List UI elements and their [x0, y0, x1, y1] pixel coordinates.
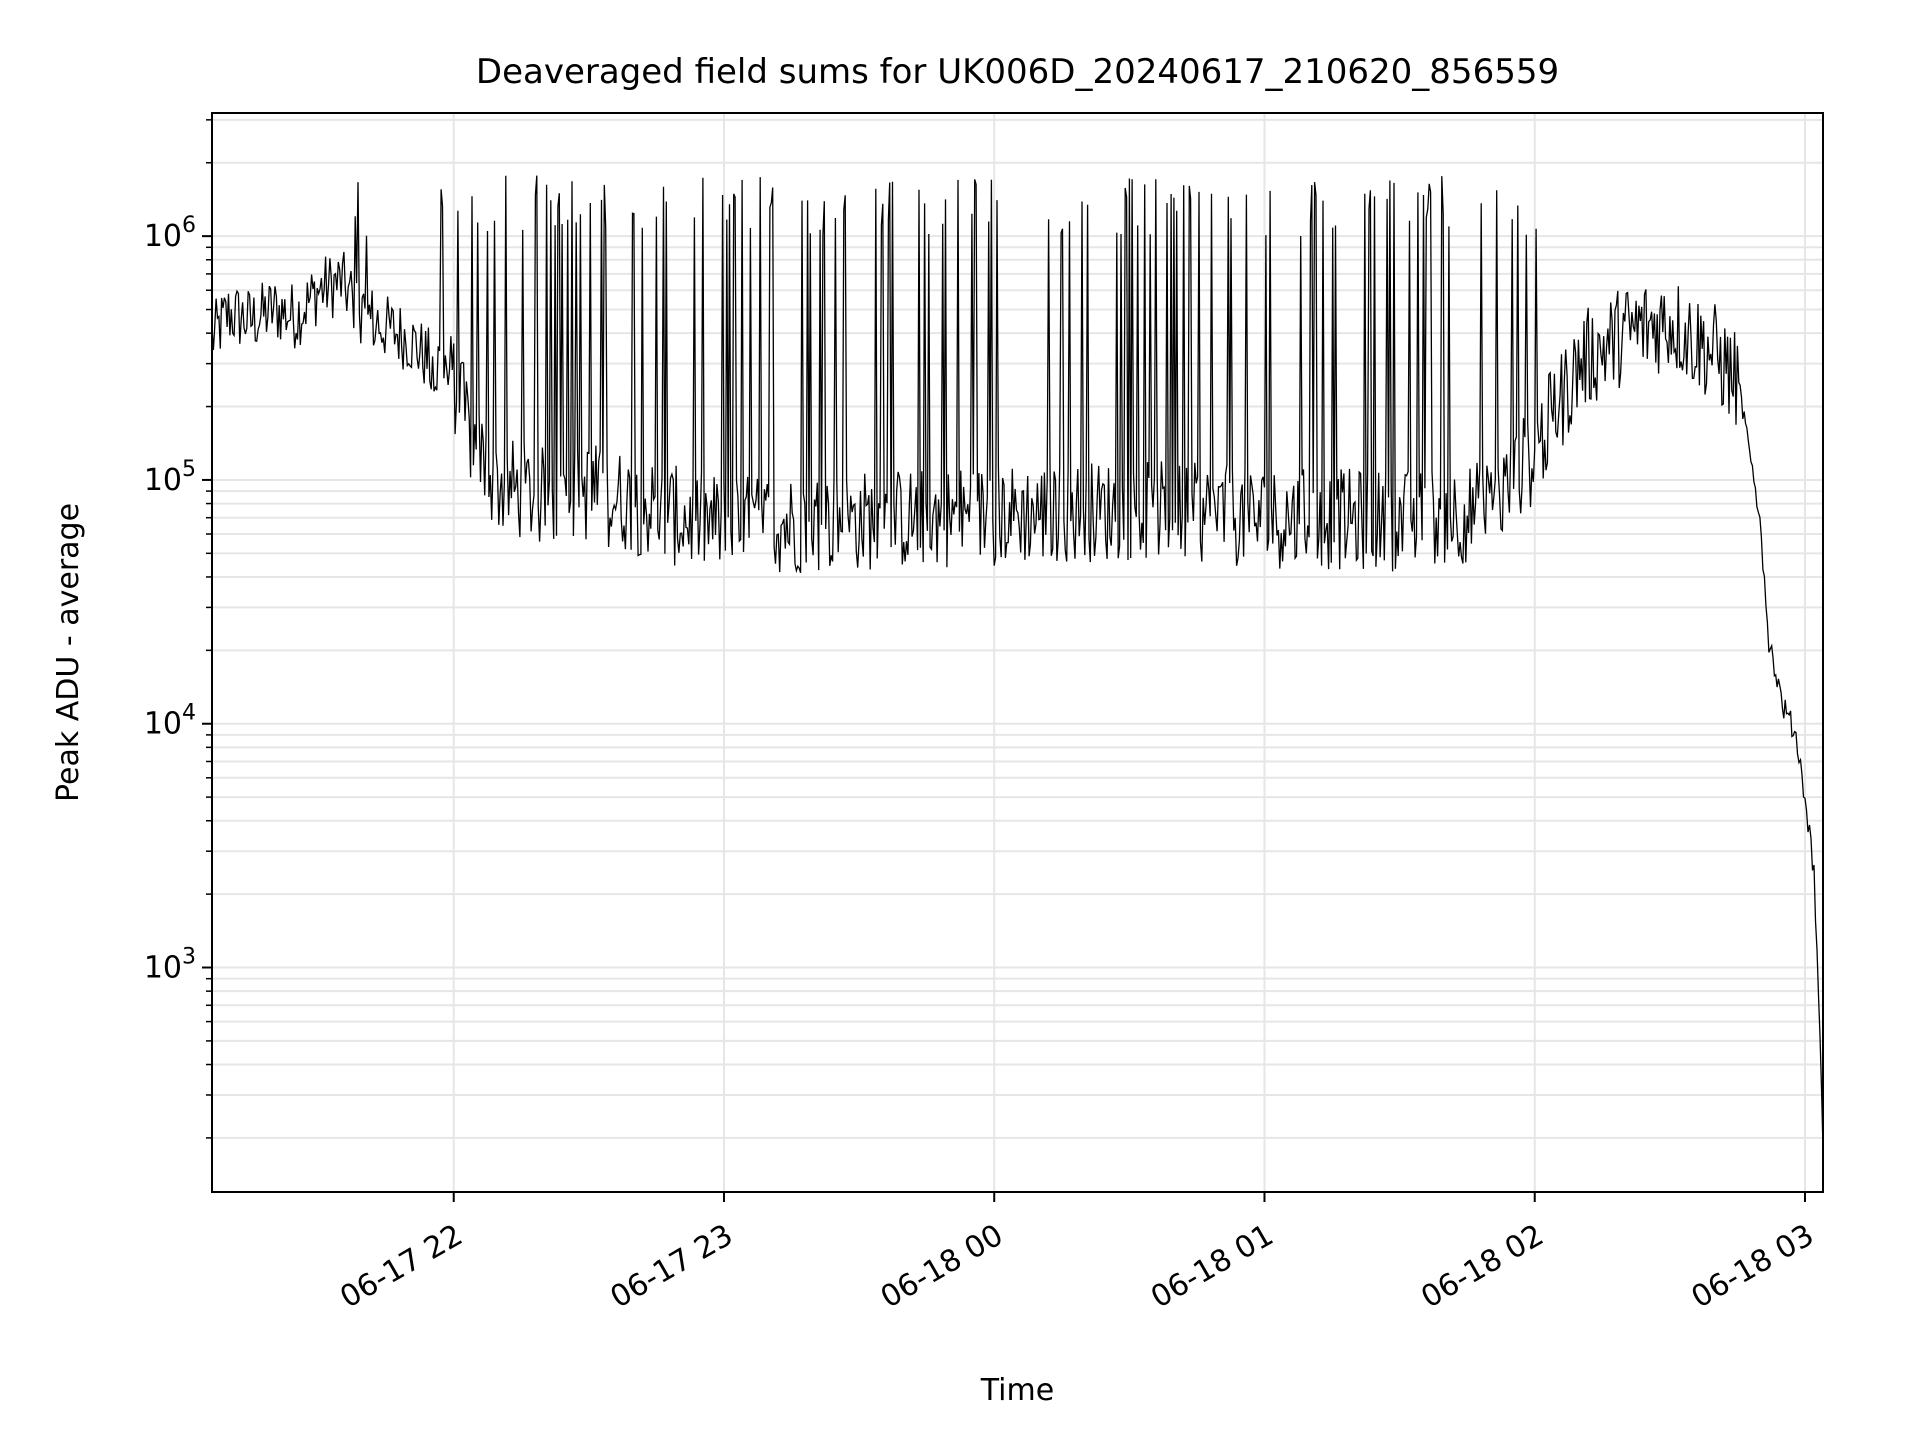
grid-layer: [212, 113, 1823, 1192]
y-tick-base: 10: [144, 219, 182, 254]
y-tick-label: 103: [144, 945, 196, 986]
y-tick-base: 10: [144, 463, 182, 498]
y-tick-base: 10: [144, 951, 182, 986]
y-tick-exponent: 6: [182, 213, 196, 238]
y-tick-base: 10: [144, 707, 182, 742]
y-tick-exponent: 4: [182, 701, 196, 726]
chart-title: Deaveraged field sums for UK006D_2024061…: [476, 52, 1559, 92]
y-tick-label: 105: [144, 457, 196, 498]
data-layer: [211, 175, 1824, 1150]
y-tick-exponent: 3: [182, 945, 196, 970]
x-axis-title: Time: [980, 1373, 1054, 1408]
y-axis-title: Peak ADU - average: [51, 503, 86, 802]
y-tick-label: 106: [144, 213, 196, 254]
y-tick-exponent: 5: [182, 457, 196, 482]
y-tick-label: 104: [144, 701, 196, 742]
plot-frame: [211, 112, 1824, 1193]
series-line: [211, 175, 1824, 1150]
